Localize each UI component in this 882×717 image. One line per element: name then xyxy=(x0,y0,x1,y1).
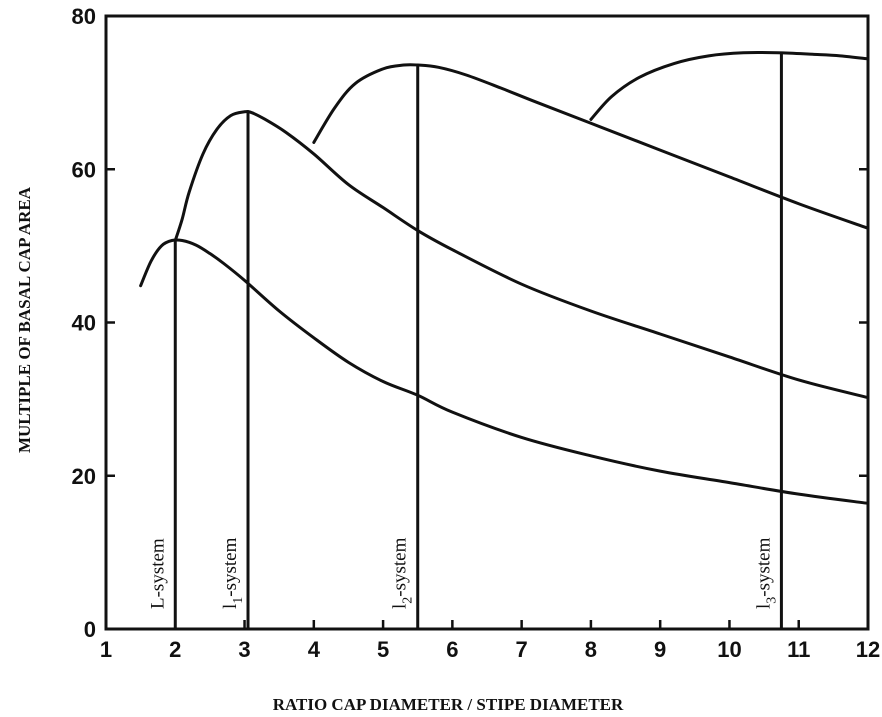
system-label-tail: -system xyxy=(390,537,411,596)
system-label-subscript: 2 xyxy=(401,597,416,604)
system-label-tail: -system xyxy=(220,537,241,596)
x-tick-label: 8 xyxy=(585,637,597,662)
system-label-subscript: 1 xyxy=(231,597,246,604)
y-axis-title: MULTIPLE OF BASAL CAP AREA xyxy=(15,186,34,453)
x-tick-label: 3 xyxy=(238,637,250,662)
system-label-2: l1-system xyxy=(220,537,246,609)
system-label-4: l3-system xyxy=(753,537,779,609)
y-tick-label: 0 xyxy=(84,617,96,642)
plot-frame xyxy=(104,14,870,631)
x-tick-label: 10 xyxy=(717,637,741,662)
x-tick-label: 11 xyxy=(787,637,810,662)
x-tick-label: 6 xyxy=(446,637,458,662)
x-tick-label: 12 xyxy=(856,637,880,662)
series-line-1 xyxy=(139,238,870,505)
x-tick-label: 7 xyxy=(516,637,528,662)
y-tick-label: 40 xyxy=(72,311,96,336)
system-label-main: l xyxy=(753,604,774,609)
system-label-subscript: 3 xyxy=(764,597,779,604)
series-line-2 xyxy=(173,109,870,400)
system-label-main: l xyxy=(390,604,411,609)
series-line-3 xyxy=(312,63,870,230)
series-line-4 xyxy=(589,50,870,121)
y-tick-label: 80 xyxy=(72,4,96,29)
system-label-1: L-system xyxy=(147,538,168,609)
x-axis-title: RATIO CAP DIAMETER / STIPE DIAMETER xyxy=(273,695,624,714)
y-tick-label: 60 xyxy=(72,157,96,182)
system-label-main: l xyxy=(220,604,241,609)
x-tick-label: 4 xyxy=(308,637,321,662)
x-tick-label: 9 xyxy=(654,637,666,662)
x-tick-label: 5 xyxy=(377,637,389,662)
system-label-3: l2-system xyxy=(390,537,416,609)
x-tick-label: 2 xyxy=(169,637,181,662)
system-label-main: L-system xyxy=(147,538,168,609)
y-tick-label: 20 xyxy=(72,464,96,489)
system-label-tail: -system xyxy=(753,537,774,596)
x-tick-label: 1 xyxy=(100,637,112,662)
